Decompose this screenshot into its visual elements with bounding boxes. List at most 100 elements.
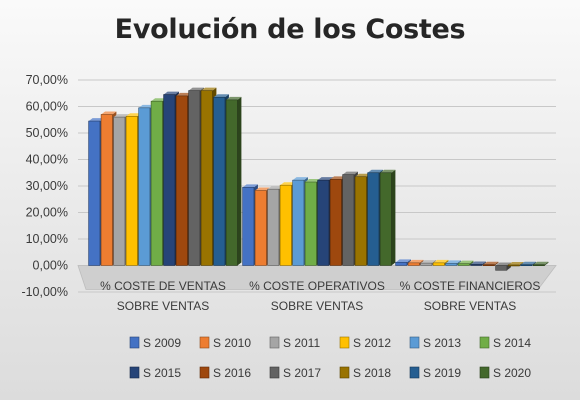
bar-s-2011-cat1 xyxy=(113,116,126,266)
bar-top xyxy=(280,182,296,186)
bar-s-2019-cat2 xyxy=(367,172,380,266)
legend-label: S 2015 xyxy=(143,366,181,380)
bar-s-2016-cat3 xyxy=(482,264,495,267)
bar-s-2017-cat3 xyxy=(495,265,508,271)
bar-s-2018-cat3 xyxy=(507,264,520,267)
bar-s-2018-cat2 xyxy=(354,176,367,266)
bar-top xyxy=(201,87,217,91)
bar-s-2013-cat3 xyxy=(445,263,458,266)
bar-s-2015-cat2 xyxy=(317,179,330,266)
bar-top xyxy=(342,171,358,175)
bar-s-2009-cat1 xyxy=(88,120,101,266)
bar-s-2019-cat3 xyxy=(520,264,533,267)
legend-swatch xyxy=(129,336,140,349)
bar-s-2019-cat1 xyxy=(213,96,226,266)
category-label-line1: % COSTE OPERATIVOS xyxy=(249,279,385,293)
legend-label: S 2016 xyxy=(213,366,251,380)
bar-top xyxy=(101,111,117,115)
bar-side xyxy=(237,96,242,266)
bar-s-2013-cat2 xyxy=(292,179,305,266)
bar-s-2010-cat1 xyxy=(100,114,113,266)
legend-label: S 2011 xyxy=(283,336,320,350)
legend-swatch xyxy=(339,336,350,349)
y-tick-label: 40,00% xyxy=(26,153,68,167)
bar-top xyxy=(395,259,411,263)
bar-s-2016-cat2 xyxy=(329,179,342,266)
bar-top xyxy=(292,177,308,181)
y-tick-label: 10,00% xyxy=(26,232,68,246)
legend-swatch xyxy=(199,366,210,379)
bar-s-2014-cat3 xyxy=(457,263,470,266)
bar-s-2015-cat3 xyxy=(470,264,483,266)
bar-s-2012-cat2 xyxy=(279,184,292,266)
bar-top xyxy=(163,91,179,95)
bar-top xyxy=(355,173,371,177)
bar-top xyxy=(495,262,511,266)
bar-s-2012-cat1 xyxy=(125,116,138,266)
legend-swatch xyxy=(479,366,490,379)
category-label-line1: % COSTE FINANCIEROS xyxy=(400,279,541,293)
bar-s-2013-cat1 xyxy=(138,107,151,266)
y-tick-label: 50,00% xyxy=(26,126,68,140)
legend-label: S 2017 xyxy=(283,366,321,380)
bar-top xyxy=(445,260,461,264)
bar-s-2020-cat2 xyxy=(379,172,392,266)
bar-top xyxy=(305,179,321,183)
y-tick-label: 20,00% xyxy=(26,206,68,220)
bar-side xyxy=(494,261,499,266)
legend-swatch xyxy=(409,336,420,349)
category-label-line1: % COSTE DE VENTAS xyxy=(100,279,226,293)
bar-s-2009-cat2 xyxy=(242,187,255,266)
bar-s-2010-cat2 xyxy=(254,190,267,266)
legend-swatch xyxy=(339,366,350,379)
bar-top xyxy=(458,260,474,264)
bar-top xyxy=(88,118,104,122)
legend-label: S 2009 xyxy=(143,336,181,350)
legend-swatch xyxy=(269,336,280,349)
bar-top xyxy=(113,114,129,118)
bar-s-2020-cat1 xyxy=(225,99,238,266)
bar-s-2020-cat3 xyxy=(532,264,545,267)
bar-top xyxy=(242,184,258,188)
bar-s-2017-cat2 xyxy=(342,174,355,266)
legend-swatch xyxy=(479,336,490,349)
bar-top xyxy=(367,169,383,173)
bar-top xyxy=(330,176,346,180)
bar-top xyxy=(470,261,486,265)
bar-top xyxy=(267,186,283,190)
bar-top xyxy=(433,259,449,263)
bar-s-2009-cat3 xyxy=(395,262,408,266)
y-tick-label: 0,00% xyxy=(33,259,68,273)
y-tick-label: 70,00% xyxy=(26,73,68,87)
bar-top xyxy=(380,169,396,173)
legend-label: S 2020 xyxy=(493,366,531,380)
bar-s-2010-cat3 xyxy=(407,262,420,266)
bar-top xyxy=(317,177,333,181)
bar-s-2015-cat1 xyxy=(163,94,176,266)
bar-side xyxy=(544,261,549,266)
bar-side xyxy=(391,169,396,266)
y-tick-label: 60,00% xyxy=(26,100,68,114)
y-tick-label: -10,00% xyxy=(21,285,68,299)
legend-label: S 2019 xyxy=(423,366,461,380)
bar-s-2011-cat3 xyxy=(420,262,433,266)
bar-top xyxy=(151,98,167,102)
legend-swatch xyxy=(199,336,210,349)
legend-label: S 2014 xyxy=(493,336,531,350)
bar-top xyxy=(176,92,192,96)
bar-top xyxy=(226,96,242,100)
chart-title: Evolución de los Costes xyxy=(114,14,466,45)
bar-s-2018-cat1 xyxy=(200,90,213,266)
bar-top xyxy=(508,261,524,265)
legend-swatch xyxy=(129,366,140,379)
bar-s-2011-cat2 xyxy=(267,188,280,266)
bar-top xyxy=(188,87,204,91)
category-label-line2: SOBRE VENTAS xyxy=(424,299,516,313)
bar-top xyxy=(213,94,229,98)
legend-swatch xyxy=(409,366,420,379)
bar-s-2014-cat2 xyxy=(304,181,317,266)
category-label-line2: SOBRE VENTAS xyxy=(271,299,363,313)
bar-s-2012-cat3 xyxy=(432,262,445,266)
